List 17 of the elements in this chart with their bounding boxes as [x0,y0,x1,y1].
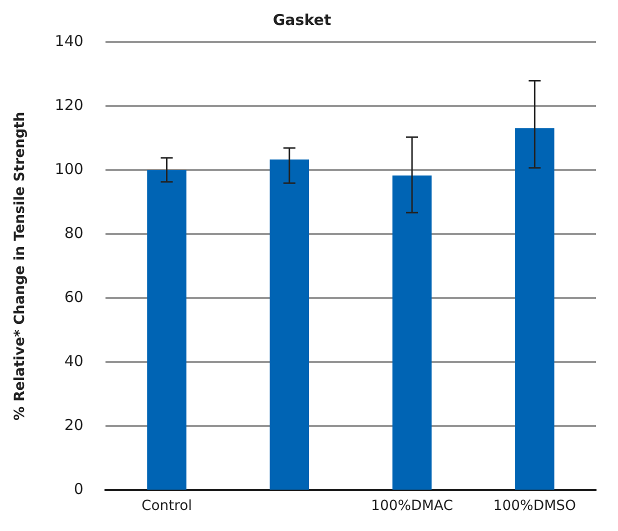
y-tick-label: 20 [64,416,84,434]
x-tick-label: 100%DMAC [371,498,454,514]
x-tick-label: Control [141,498,192,514]
y-axis-title: % Relative* Change in Tensile Strength [12,112,28,420]
bar [147,170,186,490]
chart-title: Gasket [272,10,332,29]
bar [392,176,432,490]
y-tick-label: 80 [64,224,84,242]
y-tick-label: 140 [54,32,84,50]
y-tick-label: 100 [54,160,84,178]
bar [515,128,554,490]
bar [270,159,310,490]
y-tick-label: 0 [74,480,84,498]
y-tick-label: 120 [54,96,84,114]
x-tick-label: 100%DMSO [493,498,576,514]
y-tick-label: 60 [64,288,84,306]
y-tick-label: 40 [64,352,84,370]
